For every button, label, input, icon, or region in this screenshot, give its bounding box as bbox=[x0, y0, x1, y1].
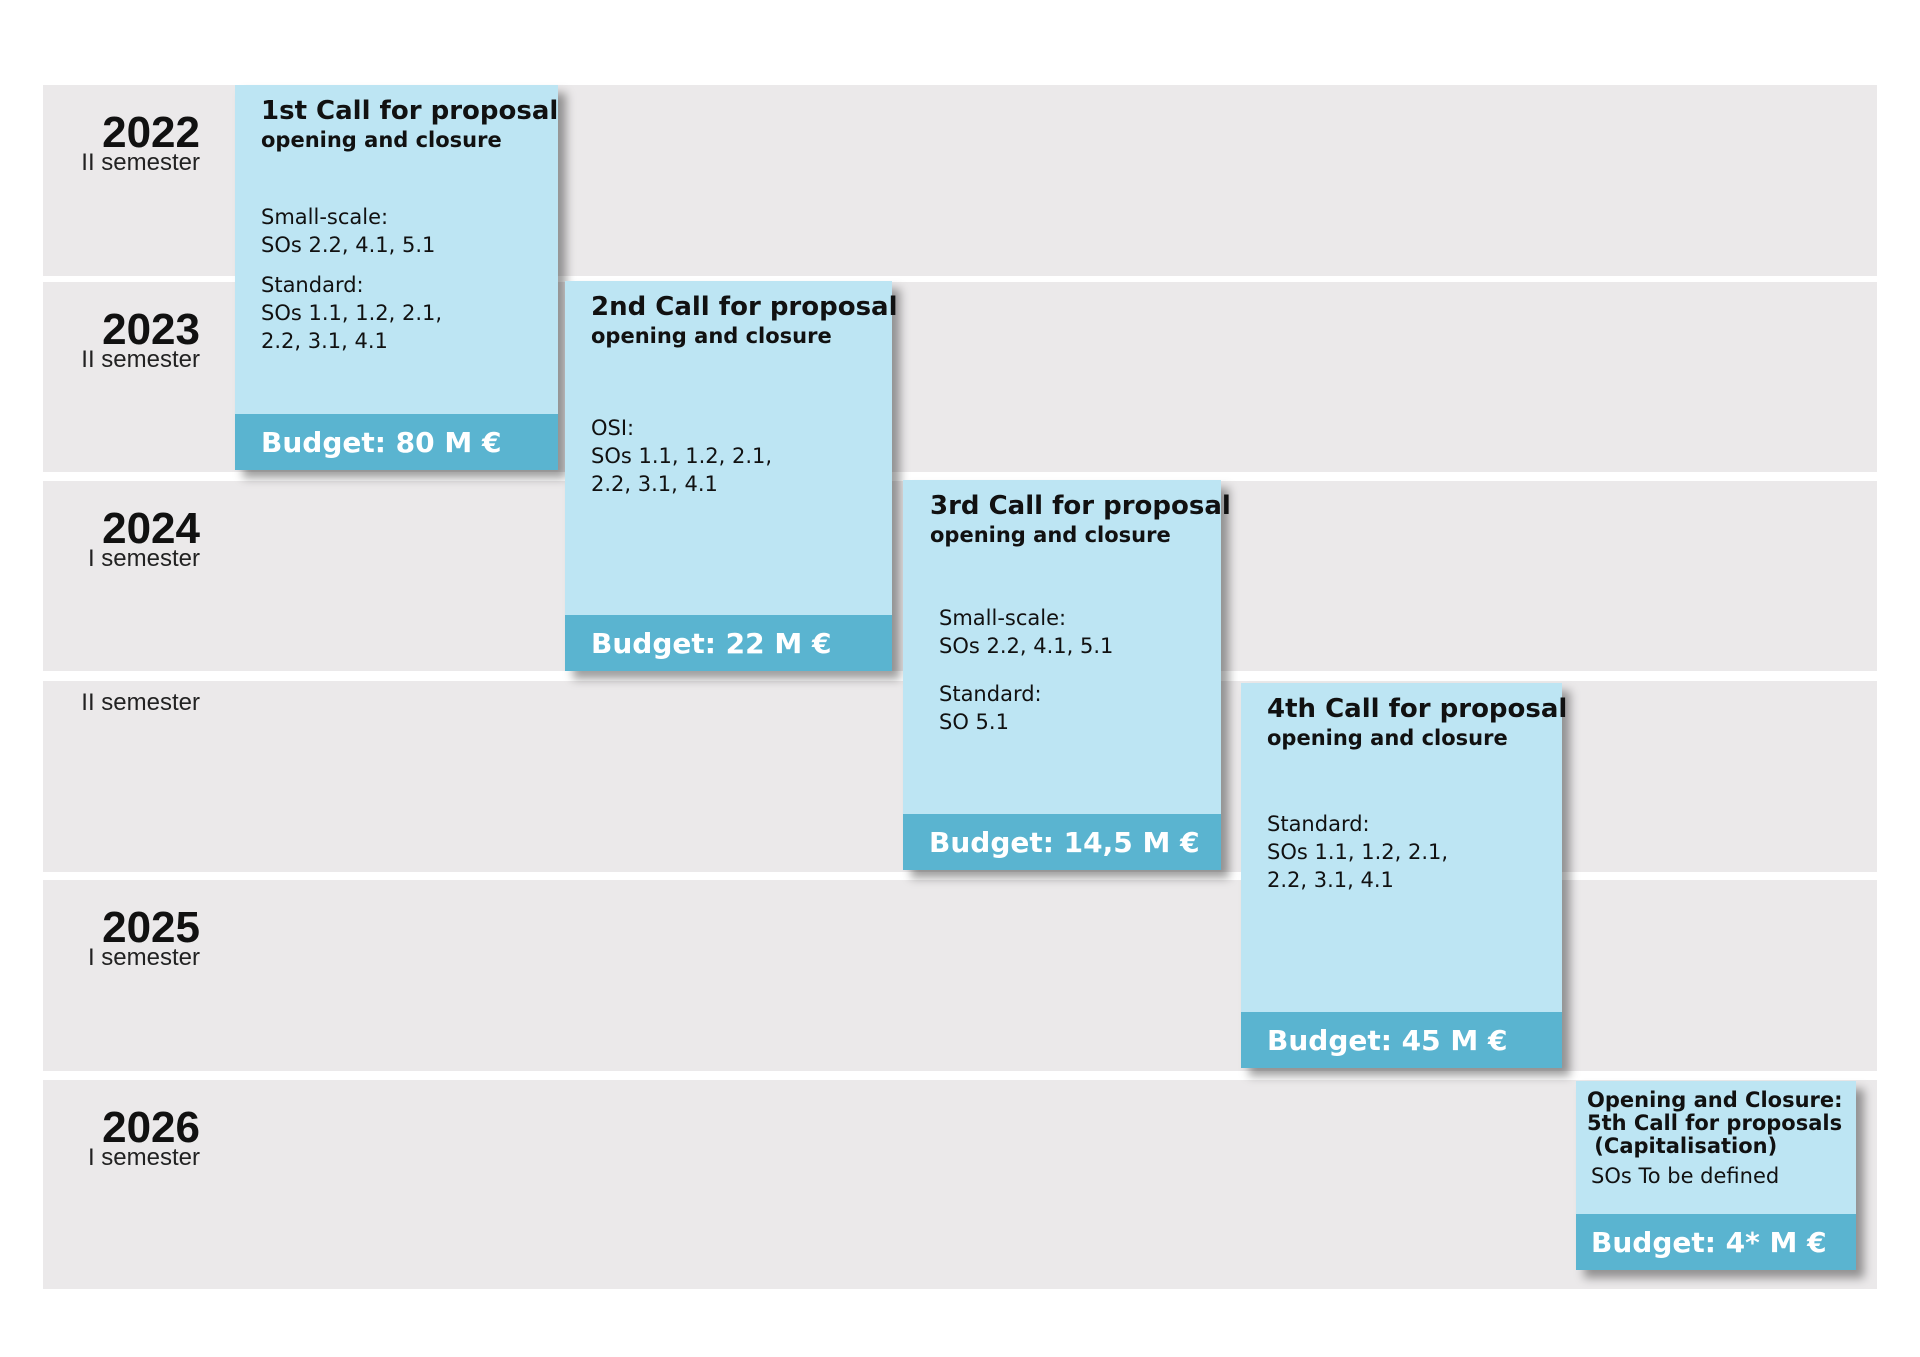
year-label: 2022 bbox=[102, 108, 200, 157]
call-text: 2.2, 3.1, 4.1 bbox=[1267, 868, 1394, 892]
call-title: 2nd Call for proposal bbox=[591, 292, 898, 322]
call-subtitle: opening and closure bbox=[930, 523, 1171, 547]
call-title: 3rd Call for proposal bbox=[930, 491, 1231, 521]
year-label: 2025 bbox=[102, 903, 200, 952]
call-budget: Budget: 4* M € bbox=[1576, 1214, 1856, 1270]
semester-label: II semester bbox=[81, 149, 200, 176]
call-text: SOs To be defined bbox=[1591, 1164, 1780, 1188]
call-card: Opening and Closure: 5th Call for proposa… bbox=[1576, 1081, 1856, 1270]
semester-label: I semester bbox=[87, 944, 200, 971]
call-text: SOs 2.2, 4.1, 5.1 bbox=[261, 233, 436, 257]
call-card: 2nd Call for proposal opening and closure… bbox=[565, 281, 898, 671]
call-heading: Opening and Closure: bbox=[1587, 1088, 1843, 1112]
call-text: Small-scale: bbox=[261, 205, 389, 229]
semester-label: I semester bbox=[87, 1144, 200, 1171]
call-text: Standard: bbox=[1267, 812, 1370, 836]
call-subtitle: opening and closure bbox=[261, 128, 502, 152]
call-subtitle: opening and closure bbox=[591, 324, 832, 348]
call-budget: Budget: 22 M € bbox=[565, 615, 892, 671]
row-band bbox=[43, 1080, 1877, 1289]
call-text: Small-scale: bbox=[939, 606, 1067, 630]
call-budget: Budget: 14,5 M € bbox=[903, 814, 1221, 870]
call-heading: (Capitalisation) bbox=[1587, 1134, 1778, 1158]
call-title: 4th Call for proposal bbox=[1267, 694, 1568, 724]
call-subtitle: opening and closure bbox=[1267, 726, 1508, 750]
call-text: SOs 1.1, 1.2, 2.1, bbox=[261, 301, 443, 325]
call-text: Standard: bbox=[939, 682, 1042, 706]
semester-label: II semester bbox=[81, 689, 200, 716]
call-budget: Budget: 80 M € bbox=[235, 414, 558, 470]
call-card: 1st Call for proposal opening and closure… bbox=[235, 85, 558, 470]
call-card: 3rd Call for proposal opening and closure… bbox=[903, 480, 1231, 870]
year-label: 2023 bbox=[102, 305, 200, 354]
call-budget: Budget: 45 M € bbox=[1241, 1012, 1562, 1068]
call-text: SOs 1.1, 1.2, 2.1, bbox=[591, 444, 773, 468]
call-text: OSI: bbox=[591, 416, 635, 440]
call-text: SOs 1.1, 1.2, 2.1, bbox=[1267, 840, 1449, 864]
semester-label: I semester bbox=[87, 545, 200, 572]
call-text: 2.2, 3.1, 4.1 bbox=[591, 472, 718, 496]
year-label: 2026 bbox=[102, 1103, 200, 1152]
semester-label: II semester bbox=[81, 346, 200, 373]
call-text: 2.2, 3.1, 4.1 bbox=[261, 329, 388, 353]
call-text: SOs 2.2, 4.1, 5.1 bbox=[939, 634, 1114, 658]
call-title: 1st Call for proposal bbox=[261, 96, 559, 126]
call-heading: 5th Call for proposals bbox=[1587, 1111, 1843, 1135]
call-card: 4th Call for proposal opening and closure… bbox=[1241, 683, 1567, 1068]
call-text: SO 5.1 bbox=[939, 710, 1009, 734]
year-label: 2024 bbox=[102, 504, 200, 553]
call-text: Standard: bbox=[261, 273, 364, 297]
row-band bbox=[43, 880, 1877, 1071]
